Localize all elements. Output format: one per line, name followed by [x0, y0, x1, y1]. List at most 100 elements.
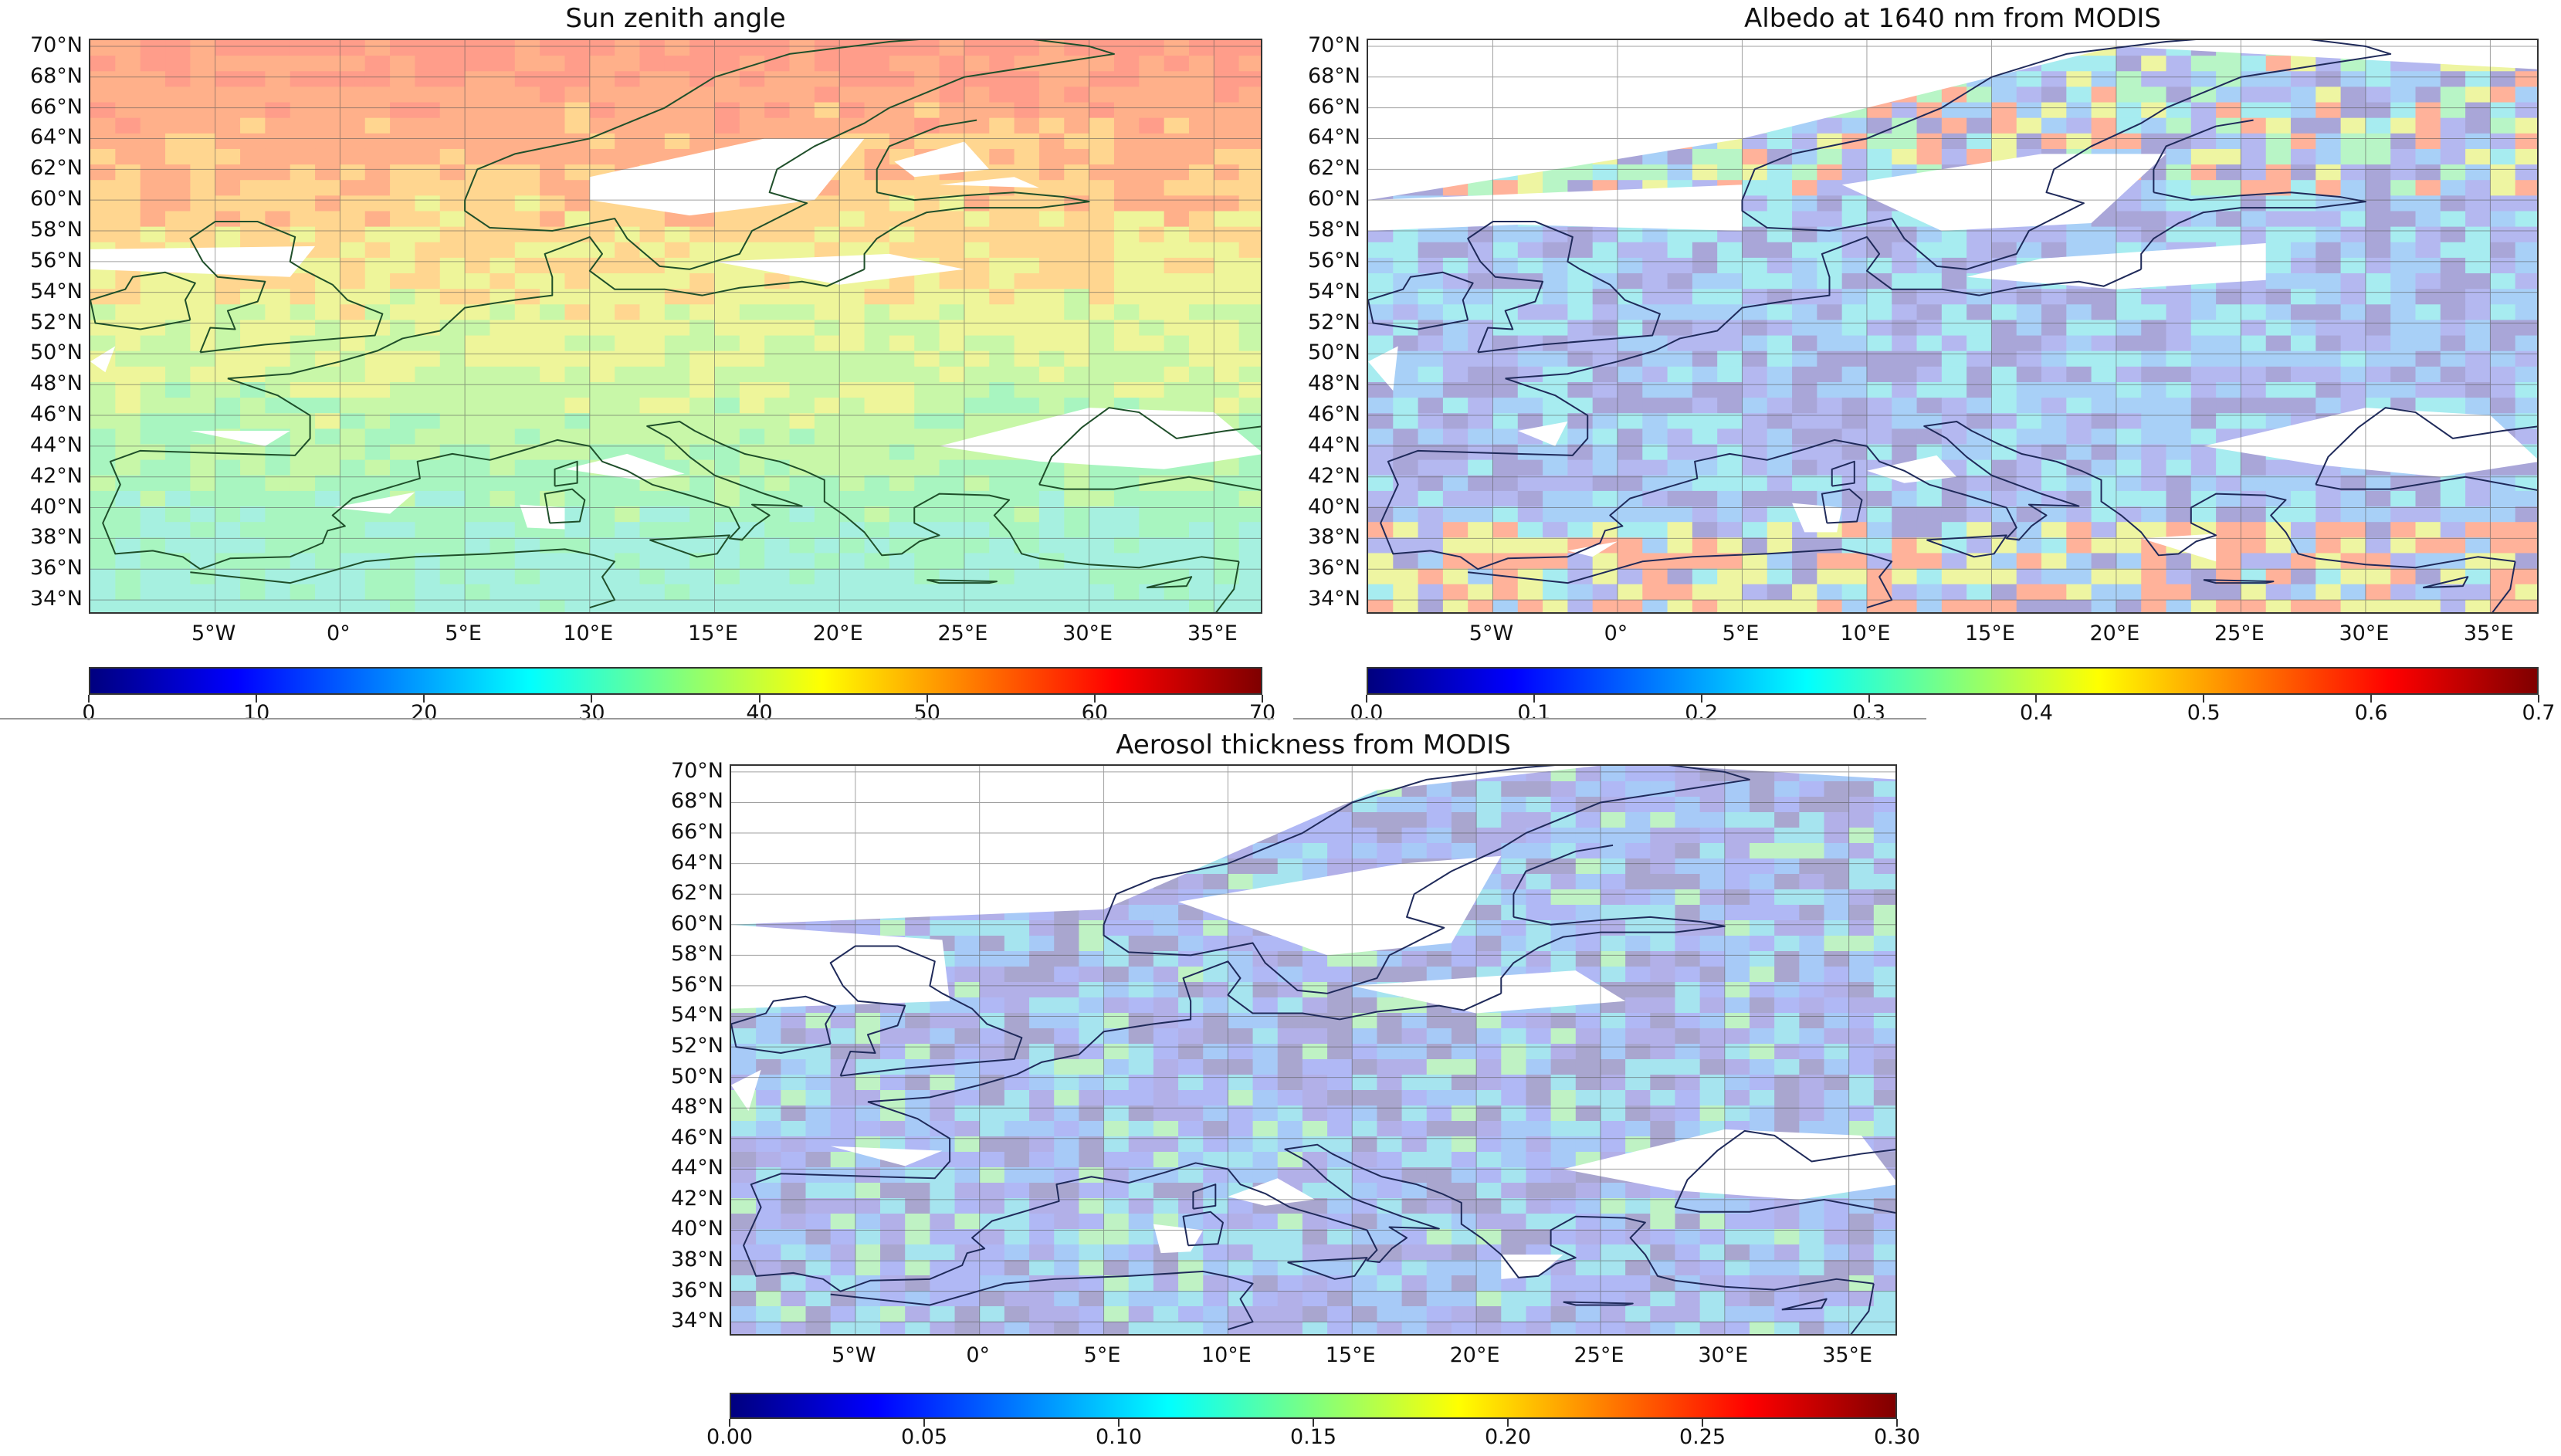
- data-cell: [2091, 117, 2117, 134]
- data-cell: [1724, 1106, 1750, 1122]
- data-cell: [1501, 1028, 1527, 1045]
- data-cell: [415, 117, 441, 134]
- data-cell: [1368, 320, 1394, 337]
- data-cell: [2116, 56, 2142, 72]
- data-cell: [905, 1136, 930, 1153]
- data-cell: [2190, 117, 2217, 134]
- data-cell: [1113, 584, 1140, 601]
- data-cell: [2216, 599, 2242, 612]
- data-cell: [315, 413, 341, 429]
- data-cell: [2490, 304, 2516, 321]
- data-cell: [1377, 1013, 1403, 1029]
- data-cell: [1799, 797, 1825, 813]
- data-cell: [1543, 553, 1568, 570]
- data-cell: [1064, 568, 1090, 585]
- data-cell: [2440, 320, 2466, 337]
- data-cell: [615, 335, 641, 352]
- data-cell: [490, 71, 516, 88]
- data-cell: [2315, 133, 2342, 150]
- data-cell: [814, 350, 840, 367]
- data-cell: [2390, 522, 2417, 538]
- data-cell: [905, 1075, 930, 1091]
- data-cell: [1724, 812, 1750, 828]
- data-cell: [1873, 781, 1895, 797]
- data-cell: [1526, 1013, 1552, 1029]
- data-cell: [1749, 889, 1775, 906]
- data-cell: [2490, 490, 2516, 507]
- data-cell: [1442, 398, 1469, 414]
- data-cell: [1966, 475, 1993, 492]
- colorbar-tick: [2370, 695, 2373, 703]
- data-cell: [465, 195, 491, 212]
- data-cell: [689, 211, 716, 228]
- data-cell: [2440, 71, 2466, 88]
- data-cell: [2265, 366, 2292, 383]
- data-cell: [1128, 936, 1154, 952]
- data-cell: [789, 86, 815, 103]
- colorbar-tick-label: 0.5: [2187, 701, 2221, 725]
- data-cell: [1575, 905, 1601, 921]
- data-cell: [2340, 102, 2366, 119]
- data-cell: [240, 289, 266, 305]
- data-cell: [764, 568, 791, 585]
- colorbar-tick: [1262, 695, 1263, 703]
- data-cell: [1873, 1090, 1895, 1106]
- data-cell: [1401, 1106, 1428, 1122]
- data-cell: [1103, 1090, 1130, 1106]
- data-cell: [290, 148, 316, 165]
- data-cell: [1625, 766, 1651, 782]
- data-cell: [930, 920, 956, 936]
- data-cell: [1742, 428, 1768, 445]
- data-cell: [190, 413, 216, 429]
- data-cell: [1203, 1106, 1229, 1122]
- data-cell: [1792, 304, 1817, 321]
- data-cell: [964, 553, 990, 570]
- data-cell: [739, 40, 765, 56]
- data-cell: [1188, 490, 1214, 507]
- data-cell: [739, 522, 765, 538]
- data-cell: [1991, 537, 2017, 554]
- data-cell: [2390, 195, 2417, 212]
- data-cell: [1302, 982, 1328, 998]
- data-cell: [1941, 506, 1967, 523]
- data-cell: [1767, 459, 1793, 476]
- data-cell: [914, 226, 940, 243]
- data-cell: [215, 490, 241, 507]
- data-cell: [2216, 289, 2242, 305]
- data-cell: [1567, 381, 1594, 398]
- coastline: [2315, 407, 2537, 491]
- data-cell: [1426, 843, 1452, 859]
- data-cell: [814, 475, 840, 492]
- data-cell: [1817, 257, 1843, 274]
- data-cell: [390, 444, 416, 461]
- longitude-tick-label: 5°E: [445, 621, 482, 645]
- latitude-tick-label: 62°N: [29, 156, 83, 181]
- data-cell: [1792, 273, 1817, 290]
- data-cell: [1824, 889, 1850, 906]
- data-cell: [1327, 828, 1353, 844]
- data-cell: [1153, 936, 1179, 952]
- data-cell: [1841, 553, 1868, 570]
- data-cell: [1991, 366, 2017, 383]
- data-cell: [2241, 413, 2267, 429]
- data-cell: [540, 211, 566, 228]
- data-cell: [1153, 1044, 1179, 1060]
- data-cell: [2465, 599, 2492, 612]
- data-cell: [1774, 1059, 1800, 1075]
- data-cell: [2515, 350, 2537, 367]
- data-cell: [1468, 304, 1494, 321]
- data-cell: [1742, 320, 1768, 337]
- data-cell: [855, 1183, 881, 1199]
- data-cell: [1799, 1075, 1825, 1091]
- data-cell: [315, 568, 341, 585]
- data-cell: [439, 366, 466, 383]
- data-cell: [2041, 381, 2067, 398]
- latitude-tick-label: 40°N: [1307, 494, 1360, 519]
- data-cell: [2016, 413, 2042, 429]
- data-cell: [90, 381, 116, 398]
- data-cell: [1377, 1152, 1403, 1168]
- data-cell: [290, 490, 316, 507]
- data-cell: [1575, 1136, 1601, 1153]
- data-cell: [1817, 133, 1843, 150]
- data-cell: [1517, 381, 1543, 398]
